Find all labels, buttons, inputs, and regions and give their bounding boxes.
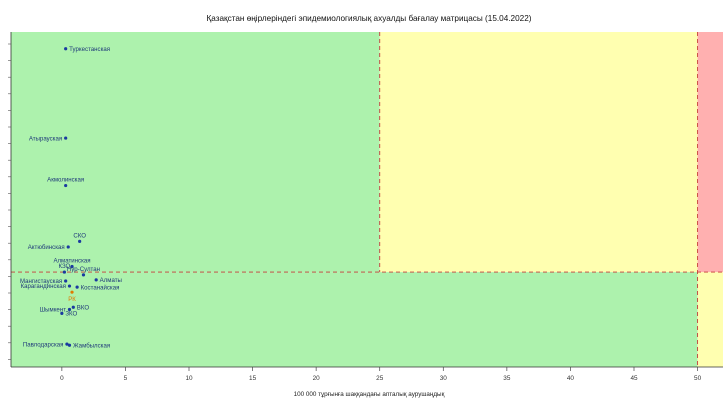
x-tick-label: 25 <box>376 375 384 382</box>
data-point <box>64 183 68 188</box>
data-point-label: Алматинская <box>53 258 90 265</box>
x-tick-label: 40 <box>567 375 575 382</box>
zone-green-lower <box>11 272 698 367</box>
data-point-label: РК <box>68 296 76 303</box>
data-point-label: Шымкент <box>40 307 67 314</box>
points-layer: Туркестанская Атырауская Акмолинская СКО Акт… <box>20 46 122 349</box>
data-point-label: СКО <box>73 232 86 239</box>
x-tick-label: 35 <box>503 375 511 382</box>
x-tick-label: 30 <box>440 375 448 382</box>
data-point-label: ВКО <box>77 304 90 311</box>
zone-green-upper <box>11 32 380 273</box>
axes-layer: 0 5 10 15 20 25 30 35 40 45 50 <box>8 32 723 382</box>
zone-yellow-upper <box>379 32 698 273</box>
data-point <box>65 342 69 346</box>
x-tick-label: 10 <box>185 375 193 382</box>
data-point-label: Нур-Султан <box>67 266 100 273</box>
data-point <box>70 290 74 294</box>
data-point-label: Павлодарская <box>23 341 64 348</box>
zones-layer <box>11 32 723 367</box>
data-point-label: Алматы <box>100 277 122 284</box>
x-tick-label: 15 <box>249 375 257 382</box>
data-point <box>75 285 79 289</box>
data-point <box>67 284 72 288</box>
data-point-label: Карагандинская <box>21 283 66 290</box>
data-point-label: КЗО <box>58 263 70 270</box>
chart-title: Қазақстан өңірлеріндегі эпидемиологиялық… <box>207 14 532 23</box>
data-point <box>81 273 86 277</box>
data-point <box>78 239 82 243</box>
data-point-label: Туркестанская <box>69 46 110 53</box>
data-point <box>67 307 72 312</box>
x-tick-label: 5 <box>124 375 128 382</box>
data-point <box>62 270 66 274</box>
data-point-label: Актюбинская <box>28 244 65 251</box>
x-axis-label: 100 000 тұрғынға шаққандағы апталық ауру… <box>294 391 445 398</box>
data-point <box>94 278 98 282</box>
x-tick-label: 0 <box>60 375 64 382</box>
data-point <box>64 136 68 140</box>
data-point <box>71 305 75 309</box>
data-point-label: Жамбылская <box>73 342 110 349</box>
data-point-label: Атырауская <box>29 135 62 142</box>
x-tick-label: 45 <box>630 375 638 382</box>
data-point <box>64 47 68 51</box>
zone-red-upper <box>697 32 723 273</box>
data-point <box>67 343 72 347</box>
data-point-label: ЗКО <box>65 311 77 318</box>
data-point <box>66 245 70 249</box>
data-point <box>70 264 74 269</box>
x-tick-label: 50 <box>694 375 702 382</box>
x-tick-label: 20 <box>313 375 321 382</box>
data-point-label: Костанайская <box>81 284 120 291</box>
data-point <box>64 279 68 283</box>
zone-yellow-lower <box>697 272 723 367</box>
data-point <box>60 311 64 315</box>
data-point-label: Акмолинская <box>47 177 84 184</box>
data-point-label: Мангистауская <box>20 278 62 285</box>
